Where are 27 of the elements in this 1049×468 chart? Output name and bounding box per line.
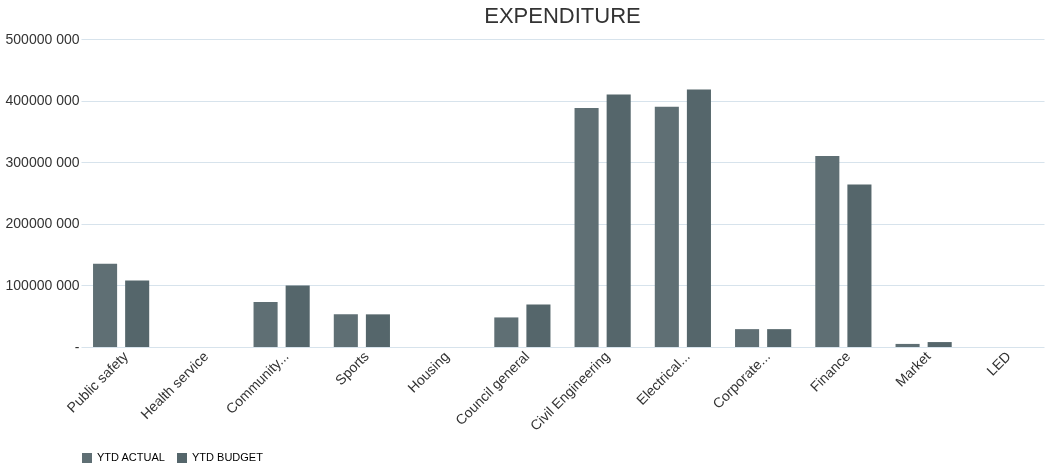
y-tick-label: 400000 000 xyxy=(5,92,80,109)
chart-title: EXPENDITURE xyxy=(484,3,641,28)
bar xyxy=(494,317,519,347)
bar xyxy=(526,304,551,347)
bar xyxy=(574,107,599,347)
bar xyxy=(654,106,679,347)
legend-label: YTD ACTUAL xyxy=(97,451,165,463)
bar xyxy=(927,342,952,347)
bar xyxy=(847,184,872,347)
bar xyxy=(606,94,631,347)
bar xyxy=(253,302,278,347)
bar xyxy=(767,329,792,347)
bar xyxy=(735,329,760,347)
bar xyxy=(125,280,150,347)
legend-label: YTD BUDGET xyxy=(192,451,264,463)
y-tick-label: - xyxy=(74,338,80,355)
bar xyxy=(365,314,390,347)
bar xyxy=(815,156,840,347)
y-tick-label: 100000 000 xyxy=(5,276,80,293)
y-tick-label: 500000 000 xyxy=(5,30,80,47)
bar xyxy=(93,263,118,347)
bar xyxy=(285,285,310,347)
bar xyxy=(333,314,358,347)
y-tick-label: 300000 000 xyxy=(5,153,80,170)
bar xyxy=(895,343,920,347)
y-tick-label: 200000 000 xyxy=(5,215,80,232)
bar xyxy=(686,89,711,347)
